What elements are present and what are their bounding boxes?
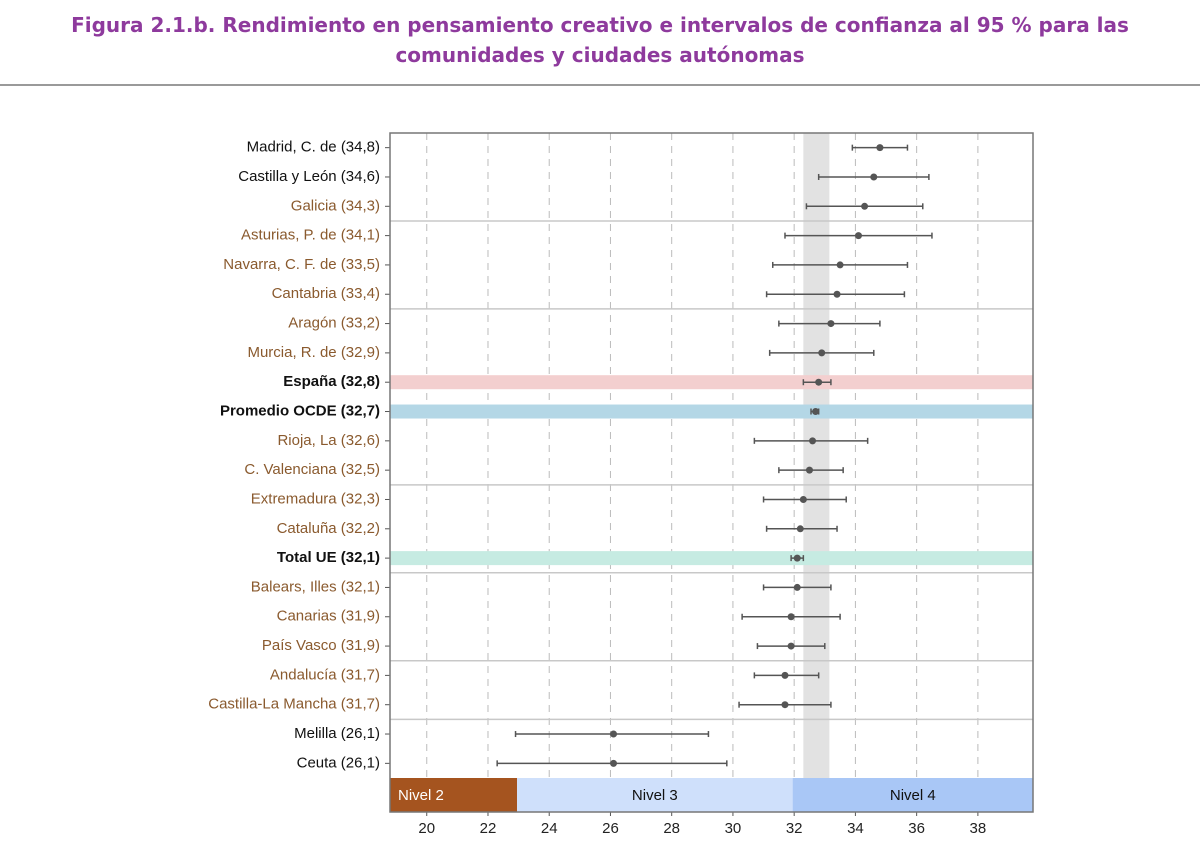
dot	[787, 613, 795, 621]
level-band	[792, 778, 1033, 812]
title-line: Figura 2.1.b. Rendimiento en pensamiento…	[71, 13, 1129, 37]
category-label: Galicia (34,3)	[291, 197, 380, 214]
category-label: Balears, Illes (32,1)	[251, 578, 380, 595]
dot	[818, 349, 826, 357]
title-rule	[0, 84, 1200, 86]
dot	[812, 408, 820, 416]
dot	[793, 583, 801, 591]
x-tick-label: 34	[847, 820, 864, 837]
category-label: Promedio OCDE (32,7)	[220, 402, 380, 419]
category-label: Ceuta (26,1)	[297, 754, 380, 771]
dot	[809, 437, 817, 445]
category-label: Asturias, P. de (34,1)	[241, 227, 380, 244]
category-label: Castilla y León (34,6)	[238, 168, 380, 185]
x-tick-label: 32	[786, 820, 803, 837]
category-label: Navarra, C. F. de (33,5)	[223, 256, 380, 273]
dot	[854, 232, 862, 240]
category-label: Aragón (33,2)	[288, 315, 380, 332]
category-label: Canarias (31,9)	[277, 608, 380, 625]
highlight-band	[390, 375, 1033, 390]
dot	[861, 202, 869, 210]
chart-title: Figura 2.1.b. Rendimiento en pensamiento…	[0, 10, 1200, 70]
plot-frame	[389, 132, 1034, 813]
dot	[815, 378, 823, 386]
x-tick-label: 24	[541, 820, 558, 837]
dot	[870, 173, 878, 181]
x-tick-label: 22	[480, 820, 497, 837]
dot	[787, 642, 795, 650]
category-label: Rioja, La (32,6)	[277, 432, 380, 449]
dot	[781, 701, 789, 709]
highlight-band	[390, 404, 1033, 419]
x-tick-label: 38	[970, 820, 987, 837]
title-line: comunidades y ciudades autónomas	[395, 43, 805, 67]
reference-band	[803, 133, 830, 778]
x-tick-label: 36	[908, 820, 925, 837]
dot	[610, 730, 618, 738]
dot	[796, 525, 804, 533]
category-label: Extremadura (32,3)	[251, 490, 380, 507]
x-tick-label: 26	[602, 820, 619, 837]
dot	[827, 320, 835, 328]
category-label: C. Valenciana (32,5)	[244, 461, 380, 478]
dot	[799, 495, 807, 503]
dot	[781, 671, 789, 679]
level-band	[517, 778, 793, 812]
dot	[876, 144, 884, 152]
level-label: Nivel 3	[632, 787, 678, 804]
level-label: Nivel 4	[890, 787, 936, 804]
x-tick-label: 28	[663, 820, 680, 837]
dot	[793, 554, 801, 562]
level-label: Nivel 2	[398, 787, 444, 804]
dot	[836, 261, 844, 269]
category-label: Andalucía (31,7)	[270, 666, 380, 683]
x-tick-label: 20	[418, 820, 435, 837]
dot	[833, 290, 841, 298]
category-label: País Vasco (31,9)	[262, 637, 380, 654]
dot	[805, 466, 813, 474]
category-label: Cantabria (33,4)	[272, 285, 380, 302]
x-tick-label: 30	[725, 820, 742, 837]
category-label: Castilla-La Mancha (31,7)	[208, 696, 380, 713]
category-label: Madrid, C. de (34,8)	[247, 139, 380, 156]
level-band	[390, 778, 518, 812]
category-label: Cataluña (32,2)	[277, 520, 380, 537]
highlight-band	[390, 551, 1033, 566]
category-label: España (32,8)	[283, 373, 380, 390]
dot	[610, 759, 618, 767]
category-label: Total UE (32,1)	[277, 549, 380, 566]
category-label: Murcia, R. de (32,9)	[247, 344, 380, 361]
category-label: Melilla (26,1)	[294, 725, 380, 742]
